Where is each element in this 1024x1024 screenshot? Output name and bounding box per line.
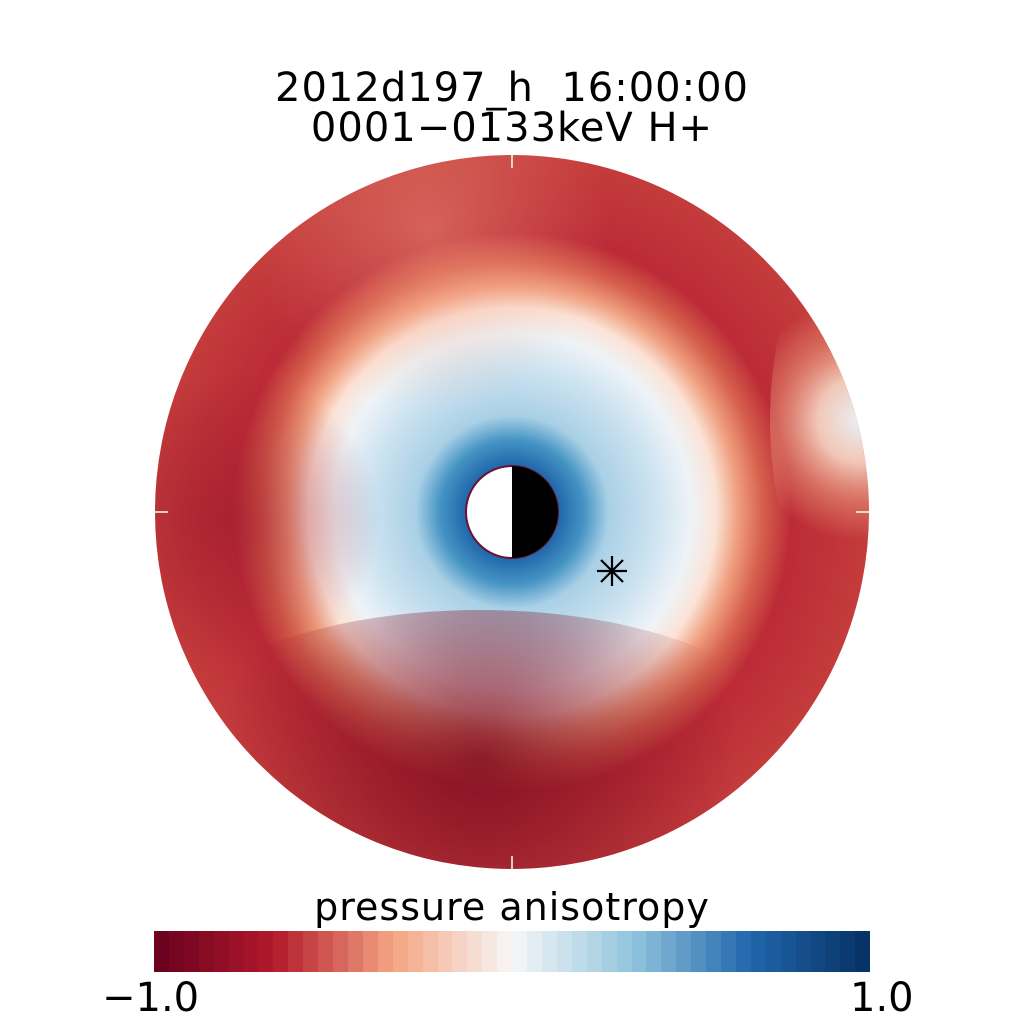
chart-subtitle: 0001−0133keV H+ [310,105,714,151]
colorbar-segment [273,931,289,972]
colorbar-segment [168,931,184,972]
colorbar-segment [377,931,393,972]
satellite-marker [597,556,627,586]
colorbar-max-label: 1.0 [850,975,914,1021]
colorbar-min-label: −1.0 [102,975,200,1021]
colorbar-segment [706,931,722,972]
colorbar-segment [288,931,304,972]
colorbar-segment [571,931,587,972]
colorbar-segment [735,931,751,972]
colorbar-segment [616,931,632,972]
colorbar-segment [198,931,214,972]
colorbar-segment [482,931,498,972]
colorbar-segment [810,931,826,972]
colorbar-segment [765,931,781,972]
colorbar-segment [318,931,334,972]
axis-ticks [154,154,870,870]
colorbar-segment [497,931,513,972]
colorbar-segment [646,931,662,972]
colorbar-segment [303,931,319,972]
polar-heatmap [154,154,870,870]
colorbar [154,931,871,972]
colorbar-segment [213,931,229,972]
colorbar-segment [795,931,811,972]
colorbar-segment [512,931,528,972]
colorbar-segment [347,931,363,972]
colorbar-segment [527,931,542,972]
colorbar-segment [825,931,841,972]
colorbar-segment [228,931,244,972]
colorbar-segment [422,931,438,972]
colorbar-segment [661,931,677,972]
colorbar-segment [541,931,557,972]
colorbar-segment [452,931,468,972]
colorbar-segment [780,931,796,972]
colorbar-segment [631,931,647,972]
colorbar-segment [467,931,483,972]
colorbar-segment [676,931,692,972]
colorbar-segment [556,931,572,972]
colorbar-segment [392,931,408,972]
anisotropy-map [155,155,869,869]
colorbar-segment [721,931,736,972]
colorbar-segment [840,931,856,972]
chart-title: 2012d197_h 16:00:00 [275,65,749,111]
colorbar-label: pressure anisotropy [314,885,710,929]
colorbar-segment [855,931,871,972]
colorbar-segment [586,931,602,972]
colorbar-segment [437,931,453,972]
colorbar-segment [407,931,423,972]
colorbar-segment [333,931,348,972]
colorbar-segment [183,931,199,972]
earth-marker [465,465,559,559]
colorbar-segment [601,931,617,972]
colorbar-segment [750,931,766,972]
colorbar-segment [691,931,707,972]
colorbar-segment [362,931,378,972]
colorbar-segment [154,931,169,972]
colorbar-segment [243,931,259,972]
colorbar-segment [258,931,274,972]
